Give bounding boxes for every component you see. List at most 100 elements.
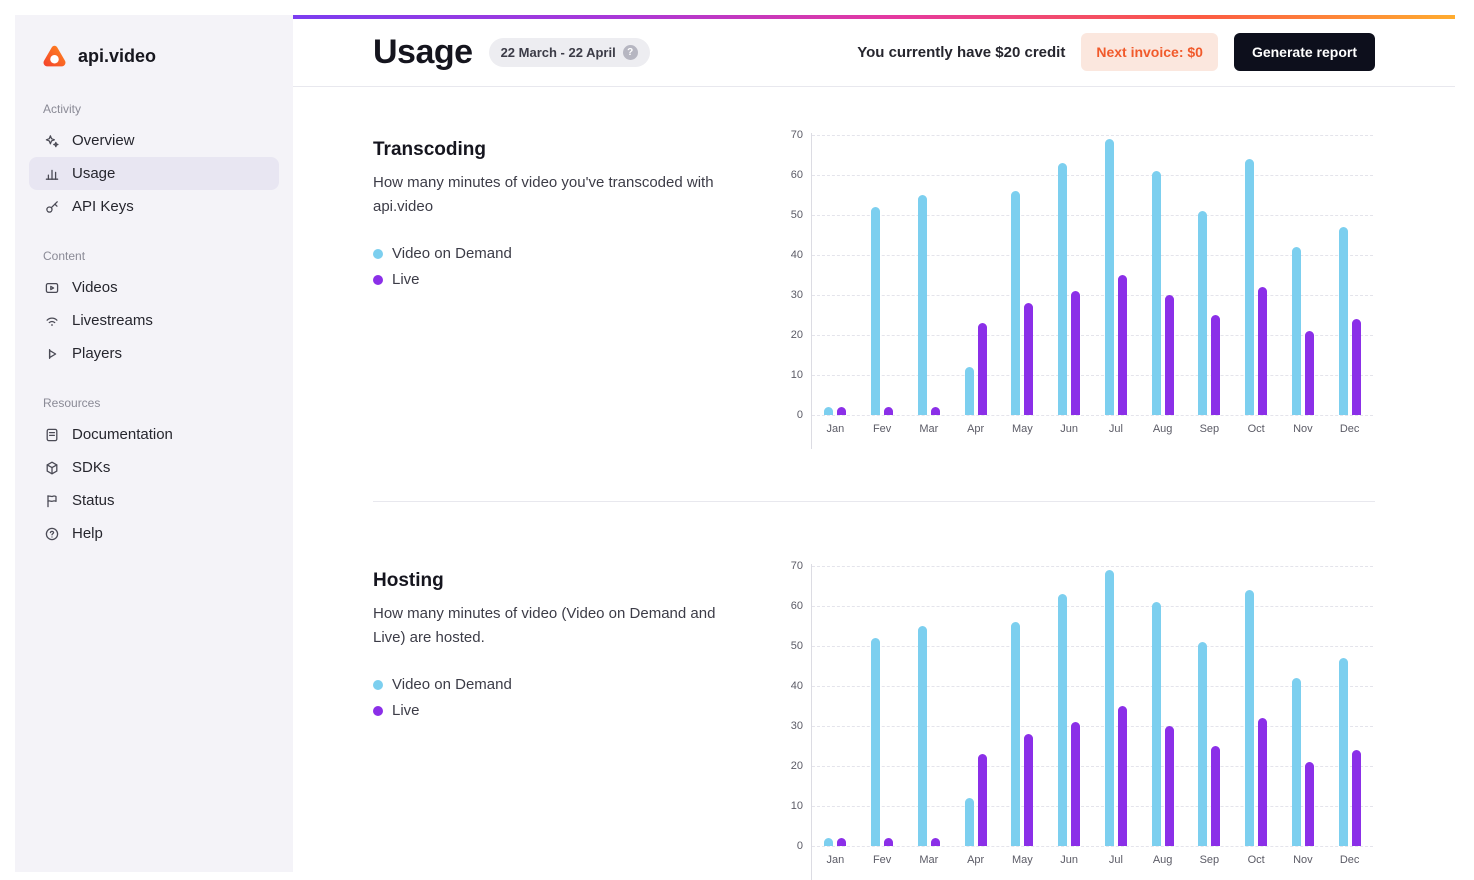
bar-group-may [999,191,1046,415]
bar-live-oct [1258,718,1267,846]
y-axis-label: 60 [775,600,803,612]
x-axis-label: Dec [1326,854,1373,866]
sidebar-item-label: API Keys [72,198,134,215]
y-axis-label: 20 [775,329,803,341]
sdk-icon [43,459,60,476]
bar-live-dec [1352,319,1361,415]
live-legend-dot [373,706,383,716]
bar-live-may [1024,734,1033,846]
sidebar-item-overview[interactable]: Overview [29,124,279,157]
bar-group-may [999,622,1046,846]
bar-live-oct [1258,287,1267,415]
help-icon [43,525,60,542]
x-axis-label: Jan [812,854,859,866]
main-content: Usage 22 March - 22 April ? You currentl… [293,15,1455,872]
vod-legend-dot [373,680,383,690]
x-axis-label: May [999,854,1046,866]
player-icon [43,345,60,362]
sidebar-item-players[interactable]: Players [29,337,279,370]
sidebar-item-usage[interactable]: Usage [29,157,279,190]
bar-video-on-demand-nov [1292,678,1301,846]
x-axis-label: Sep [1186,423,1233,435]
hosting-section: Hosting How many minutes of video (Video… [293,502,1455,872]
sidebar-item-label: Status [72,492,115,509]
bar-video-on-demand-may [1011,622,1020,846]
bar-group-jul [1093,139,1140,415]
bar-video-on-demand-sep [1198,211,1207,415]
bar-group-apr [952,754,999,846]
app-frame: api.video Activity Overview Usage API Ke… [15,15,1455,872]
bar-live-aug [1165,726,1174,846]
bar-video-on-demand-dec [1339,227,1348,415]
bar-group-fev [859,207,906,415]
legend-item-live: Live [373,271,753,288]
sparkle-icon [43,132,60,149]
x-axis-label: Aug [1139,854,1186,866]
bar-live-fev [884,407,893,415]
y-axis-label: 40 [775,680,803,692]
bar-group-fev [859,638,906,846]
bar-group-jun [1046,163,1093,415]
bar-group-dec [1326,658,1373,846]
sidebar-item-label: Players [72,345,122,362]
brand-name: api.video [78,46,156,67]
y-axis-label: 10 [775,369,803,381]
bar-video-on-demand-may [1011,191,1020,415]
bar-video-on-demand-aug [1152,602,1161,846]
bar-group-dec [1326,227,1373,415]
bar-video-on-demand-oct [1245,159,1254,415]
bar-live-jun [1071,291,1080,415]
legend: Video on Demand Live [373,676,753,719]
y-axis-label: 50 [775,209,803,221]
brand-logo-row[interactable]: api.video [29,39,279,76]
gridline [812,415,1373,416]
bar-group-sep [1186,642,1233,846]
x-axis-label: May [999,423,1046,435]
legend-item-live: Live [373,702,753,719]
legend-item-vod: Video on Demand [373,245,753,262]
sidebar-item-label: SDKs [72,459,110,476]
bar-group-mar [906,626,953,846]
sidebar-item-status[interactable]: Status [29,484,279,517]
x-axis-label: Jun [1046,423,1093,435]
bar-group-nov [1280,247,1327,415]
sidebar-item-livestreams[interactable]: Livestreams [29,304,279,337]
bar-group-jan [812,407,859,415]
sidebar-item-videos[interactable]: Videos [29,271,279,304]
bar-video-on-demand-fev [871,207,880,415]
bar-chart-icon [43,165,60,182]
sidebar-item-documentation[interactable]: Documentation [29,418,279,451]
api-video-logo-icon [41,43,68,70]
legend: Video on Demand Live [373,245,753,288]
bar-live-mar [931,838,940,846]
bar-live-sep [1211,315,1220,415]
documentation-icon [43,426,60,443]
bar-video-on-demand-jun [1058,594,1067,846]
x-axis-label: Jul [1093,854,1140,866]
bar-live-mar [931,407,940,415]
x-axis-label: Jan [812,423,859,435]
legend-label: Live [392,702,420,719]
bar-video-on-demand-jul [1105,139,1114,415]
sidebar-item-help[interactable]: Help [29,517,279,550]
y-axis-label: 40 [775,249,803,261]
generate-report-button[interactable]: Generate report [1234,33,1375,71]
sidebar-item-api-keys[interactable]: API Keys [29,190,279,223]
next-invoice-button[interactable]: Next invoice: $0 [1081,33,1218,71]
status-icon [43,492,60,509]
sidebar-item-label: Overview [72,132,135,149]
bar-video-on-demand-apr [965,798,974,846]
bar-live-jul [1118,275,1127,415]
legend-item-vod: Video on Demand [373,676,753,693]
question-icon[interactable]: ? [623,45,638,60]
x-axis-label: Nov [1280,854,1327,866]
date-range-badge[interactable]: 22 March - 22 April ? [489,38,650,67]
bar-live-nov [1305,762,1314,846]
sidebar-section-activity: Activity [29,102,279,116]
vod-legend-dot [373,249,383,259]
y-axis-label: 30 [775,289,803,301]
sidebar-item-sdks[interactable]: SDKs [29,451,279,484]
